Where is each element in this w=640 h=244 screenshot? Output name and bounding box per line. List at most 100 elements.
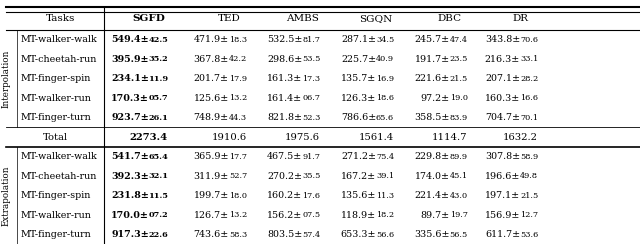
Text: 287.1±: 287.1± bbox=[341, 35, 376, 44]
Text: 57.4: 57.4 bbox=[303, 231, 321, 239]
Text: 365.9±: 365.9± bbox=[193, 152, 229, 161]
Text: MT-cheetah-run: MT-cheetah-run bbox=[20, 55, 97, 63]
Text: 43.0: 43.0 bbox=[450, 192, 468, 200]
Text: 231.8±: 231.8± bbox=[111, 191, 149, 200]
Text: 311.9±: 311.9± bbox=[193, 172, 229, 181]
Text: 21.5: 21.5 bbox=[450, 75, 468, 82]
Text: 26.1: 26.1 bbox=[149, 114, 169, 122]
Text: 42.2: 42.2 bbox=[229, 55, 247, 63]
Text: 358.5±: 358.5± bbox=[414, 113, 450, 122]
Text: 13.2: 13.2 bbox=[229, 94, 247, 102]
Text: 18.2: 18.2 bbox=[376, 211, 394, 219]
Text: 23.5: 23.5 bbox=[450, 55, 468, 63]
Text: Interpolation: Interpolation bbox=[2, 49, 11, 108]
Text: 225.7±: 225.7± bbox=[341, 55, 376, 63]
Text: 1114.7: 1114.7 bbox=[432, 133, 467, 142]
Text: 17.7: 17.7 bbox=[229, 153, 247, 161]
Text: 161.3±: 161.3± bbox=[267, 74, 303, 83]
Text: 91.7: 91.7 bbox=[303, 153, 321, 161]
Text: 156.2±: 156.2± bbox=[267, 211, 303, 220]
Text: 89.9: 89.9 bbox=[450, 153, 468, 161]
Text: MT-walker-run: MT-walker-run bbox=[20, 94, 92, 102]
Text: 170.0±: 170.0± bbox=[111, 211, 149, 220]
Text: 81.7: 81.7 bbox=[303, 36, 321, 43]
Text: 12.7: 12.7 bbox=[520, 211, 538, 219]
Text: 49.8: 49.8 bbox=[520, 172, 538, 180]
Text: 191.7±: 191.7± bbox=[415, 55, 450, 63]
Text: 367.8±: 367.8± bbox=[193, 55, 229, 63]
Text: 221.4±: 221.4± bbox=[415, 191, 450, 200]
Text: 167.2±: 167.2± bbox=[341, 172, 376, 181]
Text: AMBS: AMBS bbox=[286, 14, 319, 23]
Text: 35.5: 35.5 bbox=[303, 172, 321, 180]
Text: 2273.4: 2273.4 bbox=[130, 133, 168, 142]
Text: 06.7: 06.7 bbox=[303, 94, 321, 102]
Text: 1561.4: 1561.4 bbox=[358, 133, 394, 142]
Text: 53.5: 53.5 bbox=[303, 55, 321, 63]
Text: 611.7±: 611.7± bbox=[485, 230, 520, 239]
Text: 786.6±: 786.6± bbox=[340, 113, 376, 122]
Text: MT-finger-turn: MT-finger-turn bbox=[20, 113, 92, 122]
Text: 97.2±: 97.2± bbox=[420, 94, 450, 102]
Text: 1632.2: 1632.2 bbox=[502, 133, 538, 142]
Text: 18.0: 18.0 bbox=[229, 192, 247, 200]
Text: 307.8±: 307.8± bbox=[485, 152, 520, 161]
Text: 32.1: 32.1 bbox=[149, 172, 169, 180]
Text: 392.3±: 392.3± bbox=[111, 172, 149, 181]
Text: 17.9: 17.9 bbox=[229, 75, 247, 82]
Text: 174.0±: 174.0± bbox=[415, 172, 450, 181]
Text: 216.3±: 216.3± bbox=[484, 55, 520, 63]
Text: MT-finger-spin: MT-finger-spin bbox=[20, 191, 91, 200]
Text: 19.7: 19.7 bbox=[450, 211, 468, 219]
Text: 89.7±: 89.7± bbox=[420, 211, 450, 220]
Text: 42.5: 42.5 bbox=[149, 36, 168, 43]
Text: 18.6: 18.6 bbox=[376, 94, 394, 102]
Text: 52.3: 52.3 bbox=[303, 114, 321, 122]
Text: MT-walker-run: MT-walker-run bbox=[20, 211, 92, 220]
Text: 17.3: 17.3 bbox=[303, 75, 321, 82]
Text: 05.7: 05.7 bbox=[149, 94, 168, 102]
Text: 125.6±: 125.6± bbox=[193, 94, 229, 102]
Text: 16.9: 16.9 bbox=[376, 75, 394, 82]
Text: 35.2: 35.2 bbox=[149, 55, 168, 63]
Text: 118.9±: 118.9± bbox=[341, 211, 376, 220]
Text: 47.4: 47.4 bbox=[450, 36, 468, 43]
Text: 53.6: 53.6 bbox=[520, 231, 538, 239]
Text: 1975.6: 1975.6 bbox=[285, 133, 320, 142]
Text: MT-finger-turn: MT-finger-turn bbox=[20, 230, 92, 239]
Text: SGQN: SGQN bbox=[360, 14, 392, 23]
Text: 160.3±: 160.3± bbox=[484, 94, 520, 102]
Text: 11.5: 11.5 bbox=[149, 192, 169, 200]
Text: 467.5±: 467.5± bbox=[267, 152, 303, 161]
Text: 245.7±: 245.7± bbox=[415, 35, 450, 44]
Text: 39.1: 39.1 bbox=[376, 172, 394, 180]
Text: 471.9±: 471.9± bbox=[194, 35, 229, 44]
Text: 07.5: 07.5 bbox=[303, 211, 321, 219]
Text: 40.9: 40.9 bbox=[376, 55, 394, 63]
Text: 199.7±: 199.7± bbox=[193, 191, 229, 200]
Text: 743.6±: 743.6± bbox=[193, 230, 229, 239]
Text: 75.4: 75.4 bbox=[376, 153, 394, 161]
Text: 58.3: 58.3 bbox=[229, 231, 247, 239]
Text: 44.3: 44.3 bbox=[229, 114, 247, 122]
Text: 56.5: 56.5 bbox=[450, 231, 468, 239]
Text: 70.6: 70.6 bbox=[520, 36, 538, 43]
Text: MT-finger-spin: MT-finger-spin bbox=[20, 74, 91, 83]
Text: 11.9: 11.9 bbox=[149, 75, 169, 82]
Text: 135.7±: 135.7± bbox=[340, 74, 376, 83]
Text: 126.3±: 126.3± bbox=[340, 94, 376, 102]
Text: 28.2: 28.2 bbox=[520, 75, 538, 82]
Text: 11.3: 11.3 bbox=[376, 192, 394, 200]
Text: 161.4±: 161.4± bbox=[268, 94, 303, 102]
Text: DBC: DBC bbox=[438, 14, 461, 23]
Text: 21.5: 21.5 bbox=[520, 192, 538, 200]
Text: 33.1: 33.1 bbox=[520, 55, 538, 63]
Text: 56.6: 56.6 bbox=[376, 231, 394, 239]
Text: 58.9: 58.9 bbox=[520, 153, 538, 161]
Text: 126.7±: 126.7± bbox=[194, 211, 229, 220]
Text: 821.8±: 821.8± bbox=[268, 113, 303, 122]
Text: 13.2: 13.2 bbox=[229, 211, 247, 219]
Text: 45.1: 45.1 bbox=[450, 172, 468, 180]
Text: 234.1±: 234.1± bbox=[111, 74, 149, 83]
Text: 748.9±: 748.9± bbox=[194, 113, 229, 122]
